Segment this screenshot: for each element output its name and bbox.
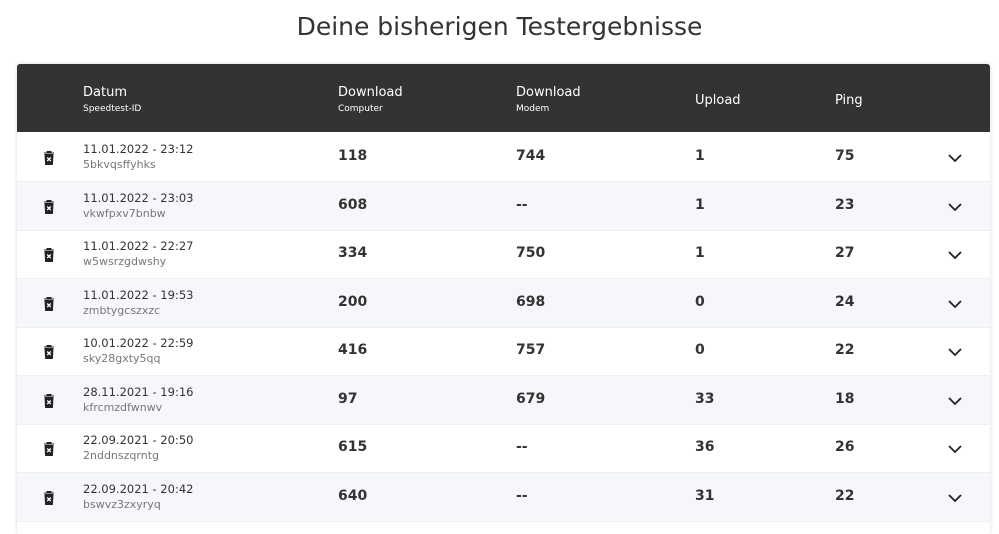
delete-icon[interactable] — [41, 247, 57, 263]
header-title: Upload — [695, 93, 741, 108]
header-title: Ping — [835, 93, 863, 108]
header-title: Download — [516, 85, 581, 100]
header-subtitle: Modem — [516, 104, 550, 114]
header-cell: Ping — [835, 93, 863, 108]
upload: 0 — [695, 293, 705, 310]
table-row: 10.01.2022 - 22:59 sky28gxty5qq 416 757 0 22 — [17, 327, 990, 376]
test-date: 22.09.2021 - 20:42 — [83, 481, 194, 496]
ping: 23 — [835, 196, 855, 213]
download-modem: 744 — [516, 148, 546, 164]
download-modem: 757 — [516, 342, 546, 358]
download-modem: -- — [516, 196, 528, 213]
speedtest-id: w5wsrzgdwshy — [83, 255, 167, 268]
upload: 1 — [695, 245, 705, 261]
download-computer: 200 — [338, 293, 368, 310]
speedtest-id: bswvz3zxyryq — [83, 497, 161, 511]
download-computer: 97 — [338, 390, 358, 407]
ping: 24 — [835, 293, 855, 310]
ping: 22 — [835, 342, 855, 358]
download-modem: 679 — [516, 390, 546, 407]
download-computer: 608 — [338, 196, 368, 213]
test-date: 11.01.2022 - 19:53 — [83, 287, 194, 302]
download-computer: 416 — [338, 342, 368, 358]
header-cell: Datum Speedtest-ID — [83, 85, 141, 114]
download-modem: 698 — [516, 293, 546, 310]
expand-chevron[interactable] — [947, 441, 963, 457]
delete-icon[interactable] — [41, 441, 57, 457]
table-row: 28.11.2021 - 19:16 kfrcmzdfwnwv 97 679 33 18 — [17, 375, 990, 425]
speedtest-id: sky28gxty5qq — [83, 352, 161, 365]
speedtest-id: vkwfpxv7bnbw — [83, 206, 166, 220]
header-subtitle: Speedtest-ID — [83, 104, 142, 114]
speedtest-id: 5bkvqsffyhks — [83, 158, 156, 171]
speedtest-id: 2nddnszqrntg — [83, 449, 159, 462]
expand-chevron[interactable] — [947, 344, 963, 360]
test-date: 11.01.2022 - 23:12 — [83, 142, 194, 156]
results-table: Datum Speedtest-ID Download Computer Downloa… — [17, 64, 990, 534]
ping: 18 — [835, 390, 855, 407]
download-modem: 750 — [516, 245, 546, 261]
table-row: 11.01.2022 - 19:53 zmbtygcszxzc 200 698 0 24 — [17, 278, 990, 328]
page-title: Deine bisherigen Testergebnisse — [296, 12, 703, 41]
table-row: 11.01.2022 - 23:03 vkwfpxv7bnbw 608 -- 1 23 — [17, 181, 990, 231]
expand-chevron[interactable] — [947, 150, 963, 166]
speedtest-id: zmbtygcszxzc — [83, 303, 161, 317]
upload: 36 — [695, 439, 715, 455]
ping: 22 — [835, 487, 855, 504]
table-row: 11.01.2022 - 23:12 5bkvqsffyhks 118 744 1 75 — [17, 133, 990, 182]
table-row: 22.09.2021 - 20:50 2nddnszqrntg 615 -- 36 26 — [17, 424, 990, 473]
upload: 1 — [695, 148, 705, 164]
test-date: 11.01.2022 - 23:03 — [83, 190, 194, 205]
header-cell: Download Modem — [516, 85, 581, 114]
delete-icon[interactable] — [41, 344, 57, 360]
ping: 27 — [835, 245, 855, 261]
download-computer: 615 — [338, 439, 368, 455]
delete-icon[interactable] — [41, 393, 57, 409]
ping: 26 — [835, 439, 855, 455]
delete-icon[interactable] — [41, 296, 57, 312]
test-date: 11.01.2022 - 22:27 — [83, 239, 194, 253]
header-title: Datum — [83, 85, 127, 100]
header-cell: Download Computer — [338, 85, 403, 114]
upload: 33 — [695, 390, 715, 407]
speedtest-id: kfrcmzdfwnwv — [83, 400, 163, 414]
delete-icon[interactable] — [41, 490, 57, 506]
upload: 1 — [695, 196, 705, 213]
download-modem: -- — [516, 439, 528, 455]
test-date: 10.01.2022 - 22:59 — [83, 336, 194, 350]
download-computer: 640 — [338, 487, 368, 504]
expand-chevron[interactable] — [947, 247, 963, 263]
upload: 0 — [695, 342, 705, 358]
expand-chevron[interactable] — [947, 296, 963, 312]
delete-icon[interactable] — [41, 150, 57, 166]
ping: 75 — [835, 148, 855, 164]
expand-chevron[interactable] — [947, 490, 963, 506]
expand-chevron[interactable] — [947, 199, 963, 215]
download-modem: -- — [516, 487, 528, 504]
header-cell: Upload — [695, 93, 741, 108]
table-row: 22.09.2021 - 20:42 bswvz3zxyryq 640 -- 31 22 — [17, 472, 990, 522]
test-date: 28.11.2021 - 19:16 — [83, 384, 194, 399]
download-computer: 118 — [338, 148, 368, 164]
test-date: 22.09.2021 - 20:50 — [83, 433, 194, 447]
header-title: Download — [338, 85, 403, 100]
table-row: 11.01.2022 - 22:27 w5wsrzgdwshy 334 750 1 27 — [17, 230, 990, 279]
delete-icon[interactable] — [41, 199, 57, 215]
expand-chevron[interactable] — [947, 393, 963, 409]
upload: 31 — [695, 487, 715, 504]
header-subtitle: Computer — [338, 104, 383, 114]
table-header: Datum Speedtest-ID Download Computer Downloa… — [17, 64, 990, 132]
download-computer: 334 — [338, 245, 368, 261]
